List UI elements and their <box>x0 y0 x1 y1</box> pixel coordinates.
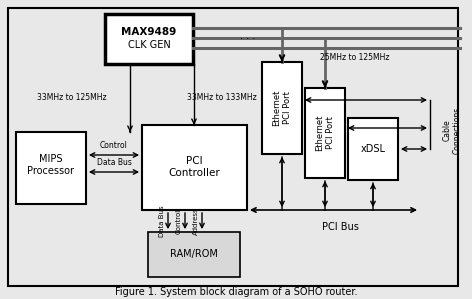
Text: 33MHz to 133MHz: 33MHz to 133MHz <box>187 94 257 103</box>
Bar <box>348 118 398 180</box>
Text: MAX9489: MAX9489 <box>121 27 177 37</box>
Text: Cable
Connections: Cable Connections <box>442 106 462 154</box>
Text: PCI
Controller: PCI Controller <box>168 156 220 178</box>
Text: 33MHz to 125MHz: 33MHz to 125MHz <box>37 94 107 103</box>
Text: Address: Address <box>193 207 199 235</box>
Text: RAM/ROM: RAM/ROM <box>170 249 218 259</box>
Bar <box>305 88 345 178</box>
Text: Control: Control <box>176 208 182 234</box>
Text: Data Bus: Data Bus <box>97 158 131 167</box>
Text: CLK GEN: CLK GEN <box>127 40 170 50</box>
Bar <box>142 125 247 210</box>
Text: PCI Bus: PCI Bus <box>321 222 358 232</box>
Bar <box>262 62 302 154</box>
Bar <box>16 132 86 204</box>
Text: Ethernet
PCI Port: Ethernet PCI Port <box>315 115 335 151</box>
Text: Figure 1. System block diagram of a SOHO router.: Figure 1. System block diagram of a SOHO… <box>115 287 357 297</box>
Text: MIPS
Processor: MIPS Processor <box>27 154 75 176</box>
Text: Control: Control <box>100 141 128 150</box>
Bar <box>105 14 193 64</box>
Bar <box>148 232 240 277</box>
Text: 25MHz to 125MHz: 25MHz to 125MHz <box>320 53 389 62</box>
Text: xDSL: xDSL <box>361 144 386 154</box>
Text: Ethernet
PCI Port: Ethernet PCI Port <box>272 90 292 126</box>
Text: Data Bus: Data Bus <box>159 205 165 237</box>
Text: . . .: . . . <box>240 31 256 41</box>
